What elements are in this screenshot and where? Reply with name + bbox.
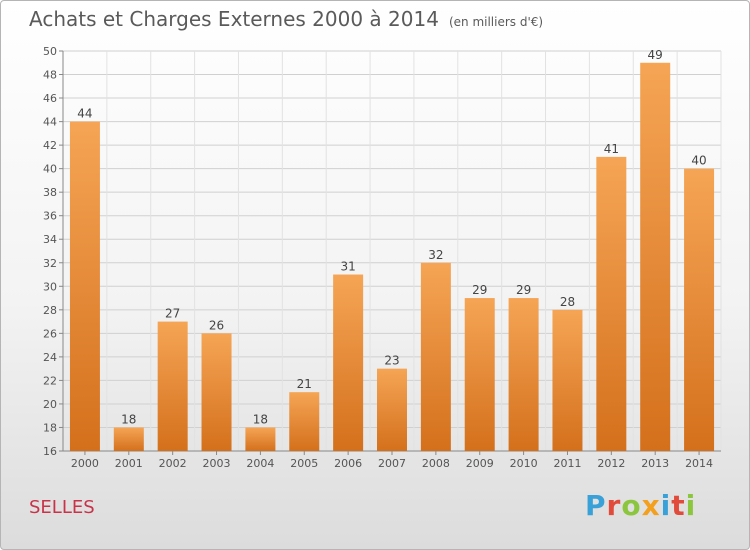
bar — [157, 321, 188, 451]
chart-subtitle: (en milliers d'€) — [448, 15, 544, 29]
proxiti-logo: Proxiti — [585, 489, 696, 522]
y-tick-label: 42 — [43, 139, 57, 152]
x-tick-label: 2014 — [685, 457, 713, 470]
bar-value-label: 41 — [604, 142, 619, 156]
chart-title: Achats et Charges Externes 2000 à 2014 (e… — [29, 7, 543, 31]
bar — [464, 298, 495, 451]
logo-letter: o — [621, 489, 642, 522]
y-tick-label: 20 — [43, 398, 57, 411]
bar-value-label: 44 — [77, 107, 92, 121]
logo-letter: i — [685, 489, 697, 522]
y-tick-label: 50 — [43, 45, 57, 58]
bar — [508, 298, 539, 451]
chart-title-text: Achats et Charges Externes 2000 à 2014 — [29, 7, 439, 31]
x-tick-label: 2001 — [115, 457, 143, 470]
y-tick-label: 36 — [43, 210, 57, 223]
y-tick-label: 26 — [43, 327, 57, 340]
bar — [552, 309, 583, 451]
bars — [69, 62, 715, 452]
y-tick-label: 44 — [43, 116, 57, 129]
y-tick-label: 40 — [43, 163, 57, 176]
bar-value-label: 31 — [340, 260, 355, 274]
bar-value-label: 28 — [560, 295, 575, 309]
bar-value-label: 32 — [428, 248, 443, 262]
bar — [289, 392, 320, 451]
y-tick-label: 16 — [43, 445, 57, 458]
x-tick-label: 2009 — [466, 457, 494, 470]
bar — [245, 427, 276, 451]
bar — [113, 427, 144, 451]
x-tick-label: 2007 — [378, 457, 406, 470]
y-tick-label: 32 — [43, 257, 57, 270]
logo-letter: i — [660, 489, 672, 522]
logo-letter: x — [641, 489, 661, 522]
y-tick-label: 46 — [43, 92, 57, 105]
bar-value-label: 29 — [516, 283, 531, 297]
x-tick-label: 2013 — [641, 457, 669, 470]
x-tick-label: 2012 — [597, 457, 625, 470]
bar — [420, 262, 451, 451]
bar-value-label: 26 — [209, 318, 224, 332]
y-tick-label: 30 — [43, 280, 57, 293]
labels: 16 18 20 22 24 26 28 30 32 34 36 38 40 42 44 46 48 50 44 20… — [43, 45, 713, 470]
bar — [333, 274, 364, 451]
y-tick-label: 24 — [43, 351, 57, 364]
y-tick-label: 18 — [43, 421, 57, 434]
bar — [69, 121, 100, 452]
y-tick-label: 38 — [43, 186, 57, 199]
bar — [377, 368, 407, 451]
bar — [640, 62, 671, 451]
bar-value-label: 18 — [121, 412, 136, 426]
bar-value-label: 23 — [384, 354, 399, 368]
x-tick-label: 2008 — [422, 457, 450, 470]
logo-letter: r — [606, 489, 622, 522]
x-tick-label: 2002 — [159, 457, 187, 470]
bar — [201, 333, 232, 451]
bar-value-label: 29 — [472, 283, 487, 297]
y-tick-label: 28 — [43, 304, 57, 317]
bar — [596, 156, 627, 451]
x-tick-label: 2006 — [334, 457, 362, 470]
x-tick-label: 2004 — [246, 457, 274, 470]
x-tick-label: 2000 — [71, 457, 99, 470]
bar — [684, 168, 715, 451]
x-tick-label: 2010 — [510, 457, 538, 470]
bar-value-label: 27 — [165, 307, 180, 321]
y-tick-label: 34 — [43, 233, 57, 246]
x-tick-label: 2011 — [553, 457, 581, 470]
x-tick-label: 2005 — [290, 457, 318, 470]
x-tick-label: 2003 — [203, 457, 231, 470]
logo-letter: t — [671, 489, 686, 522]
y-tick-label: 22 — [43, 374, 57, 387]
commune-name: SELLES — [29, 497, 95, 518]
logo-letter: P — [585, 489, 607, 522]
bar-value-label: 40 — [691, 154, 706, 168]
bar-value-label: 18 — [253, 412, 268, 426]
y-tick-label: 48 — [43, 69, 57, 82]
bar-value-label: 21 — [297, 377, 312, 391]
bar-value-label: 49 — [648, 48, 663, 62]
